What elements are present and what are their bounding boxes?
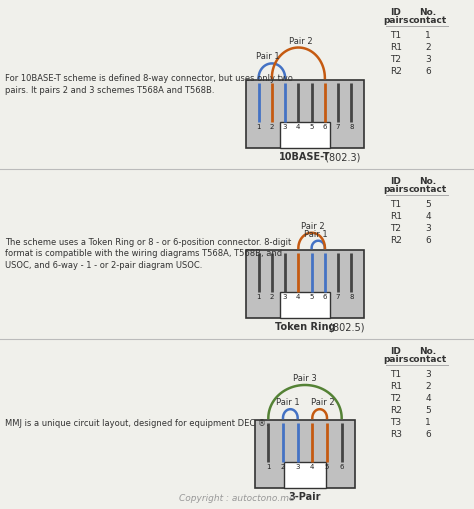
Text: 6: 6 <box>425 430 431 439</box>
Text: 3-Pair: 3-Pair <box>289 492 321 502</box>
Bar <box>280 122 330 148</box>
Text: 10BASE-T: 10BASE-T <box>279 152 331 162</box>
Text: R2: R2 <box>390 236 402 245</box>
Text: 1: 1 <box>256 294 261 300</box>
Text: No.: No. <box>419 347 437 356</box>
Text: 6: 6 <box>425 67 431 76</box>
Text: 4: 4 <box>425 394 431 403</box>
Text: pairs: pairs <box>383 355 409 364</box>
Bar <box>246 80 364 148</box>
Text: 4: 4 <box>310 464 315 470</box>
Text: 4: 4 <box>296 294 301 300</box>
Text: 4: 4 <box>425 212 431 221</box>
Text: Pair 2: Pair 2 <box>301 222 325 231</box>
Text: T2: T2 <box>391 224 401 233</box>
Text: (802.5): (802.5) <box>327 322 365 332</box>
Text: 2: 2 <box>270 124 274 130</box>
Text: contact: contact <box>409 185 447 194</box>
Text: R1: R1 <box>390 43 402 52</box>
Text: 3: 3 <box>283 294 287 300</box>
Text: 6: 6 <box>425 236 431 245</box>
Text: 6: 6 <box>323 294 327 300</box>
Text: 2: 2 <box>425 382 431 391</box>
Text: 3: 3 <box>283 124 287 130</box>
Text: No.: No. <box>419 8 437 17</box>
Bar <box>246 250 364 318</box>
Text: 8: 8 <box>349 294 354 300</box>
Text: contact: contact <box>409 355 447 364</box>
Text: For 10BASE-T scheme is defined 8-way connector, but uses only two
pairs. It pair: For 10BASE-T scheme is defined 8-way con… <box>5 74 293 95</box>
Text: 1: 1 <box>266 464 271 470</box>
Text: 5: 5 <box>310 294 314 300</box>
Bar <box>255 420 355 488</box>
Text: 2: 2 <box>425 43 431 52</box>
Text: 3: 3 <box>425 224 431 233</box>
Text: 3: 3 <box>295 464 300 470</box>
Text: T1: T1 <box>391 200 401 209</box>
Text: T2: T2 <box>391 55 401 64</box>
Text: 8: 8 <box>349 124 354 130</box>
Text: 2: 2 <box>281 464 285 470</box>
Text: 3: 3 <box>425 370 431 379</box>
Text: (802.3): (802.3) <box>322 152 361 162</box>
Text: T1: T1 <box>391 31 401 40</box>
Text: contact: contact <box>409 16 447 25</box>
Text: 3: 3 <box>425 55 431 64</box>
Text: ID: ID <box>391 347 401 356</box>
Text: MMJ is a unique circuit layout, designed for equipment DEC ®.: MMJ is a unique circuit layout, designed… <box>5 419 269 429</box>
Text: Pair 3: Pair 3 <box>293 374 317 383</box>
Text: Pair 1: Pair 1 <box>304 230 328 239</box>
Text: The scheme uses a Token Ring or 8 - or 6-position connector. 8-digit
format is c: The scheme uses a Token Ring or 8 - or 6… <box>5 238 291 270</box>
Text: R3: R3 <box>390 430 402 439</box>
Text: 2: 2 <box>270 294 274 300</box>
Text: 5: 5 <box>425 200 431 209</box>
Text: R2: R2 <box>390 67 402 76</box>
Text: 7: 7 <box>336 124 340 130</box>
Text: ID: ID <box>391 177 401 186</box>
Text: Copyright : autoctono.me: Copyright : autoctono.me <box>179 494 295 503</box>
Text: T1: T1 <box>391 370 401 379</box>
Text: 1: 1 <box>425 31 431 40</box>
Text: 4: 4 <box>296 124 301 130</box>
Text: Pair 1: Pair 1 <box>275 398 299 407</box>
Bar <box>280 292 330 318</box>
Text: 7: 7 <box>336 294 340 300</box>
Text: 5: 5 <box>425 406 431 415</box>
Text: T2: T2 <box>391 394 401 403</box>
Text: R2: R2 <box>390 406 402 415</box>
Text: No.: No. <box>419 177 437 186</box>
Text: R1: R1 <box>390 382 402 391</box>
Text: 6: 6 <box>323 124 327 130</box>
Text: pairs: pairs <box>383 185 409 194</box>
Text: 5: 5 <box>325 464 329 470</box>
Text: 6: 6 <box>339 464 344 470</box>
Text: Pair 2: Pair 2 <box>311 398 335 407</box>
Text: T3: T3 <box>391 418 401 427</box>
Text: ID: ID <box>391 8 401 17</box>
Text: pairs: pairs <box>383 16 409 25</box>
Bar <box>284 462 326 488</box>
Text: Pair 1: Pair 1 <box>256 52 280 62</box>
Text: Token Ring: Token Ring <box>275 322 335 332</box>
Text: 1: 1 <box>425 418 431 427</box>
Text: R1: R1 <box>390 212 402 221</box>
Text: 1: 1 <box>256 124 261 130</box>
Text: 5: 5 <box>310 124 314 130</box>
Text: Pair 2: Pair 2 <box>289 37 313 45</box>
